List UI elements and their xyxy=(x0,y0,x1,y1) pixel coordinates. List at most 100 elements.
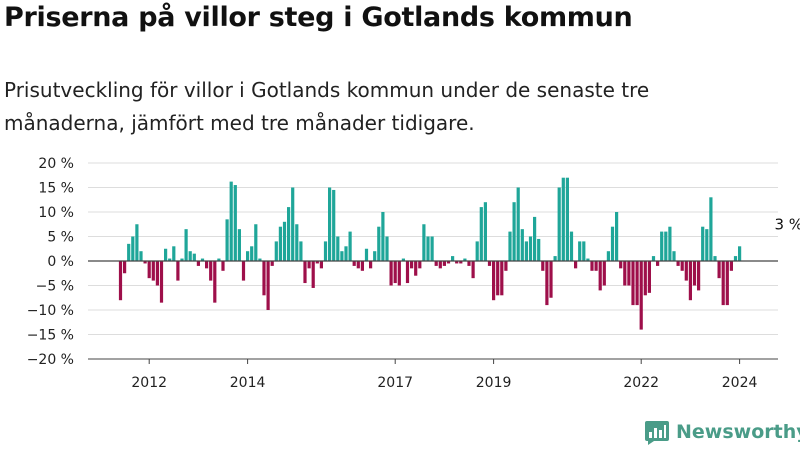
bar xyxy=(594,261,598,271)
bar xyxy=(405,261,410,284)
bar xyxy=(131,236,135,261)
bar xyxy=(438,261,442,269)
bar xyxy=(471,261,475,279)
bar xyxy=(205,261,209,269)
bar xyxy=(118,261,123,301)
bar xyxy=(348,231,352,261)
bar xyxy=(287,207,291,261)
bar xyxy=(705,229,709,261)
bar xyxy=(151,261,155,281)
bar xyxy=(586,258,590,261)
bar xyxy=(323,241,328,261)
bar xyxy=(582,241,586,261)
bar xyxy=(233,185,237,261)
bar xyxy=(676,261,680,266)
bar xyxy=(159,261,164,303)
bar xyxy=(639,261,643,330)
bar xyxy=(738,246,742,261)
y-axis-tick-labels: 20 % 15 % 10 % 5 % 0 % −5 % −10 % −15 % −20 % xyxy=(27,156,74,368)
bar xyxy=(397,261,401,286)
bar xyxy=(717,261,721,279)
bar xyxy=(684,261,688,281)
bar xyxy=(578,241,582,261)
bar xyxy=(254,224,258,261)
bar xyxy=(332,189,336,261)
bar xyxy=(176,261,180,281)
bar xyxy=(295,224,299,261)
bar xyxy=(410,261,414,269)
bar xyxy=(344,246,348,261)
bar xyxy=(615,212,619,261)
bar xyxy=(315,261,319,264)
bar xyxy=(451,256,455,261)
x-tick-label: 2017 xyxy=(377,375,413,391)
bar xyxy=(475,241,479,261)
bar xyxy=(528,236,533,261)
bar xyxy=(553,256,557,261)
bar xyxy=(537,238,541,261)
bar xyxy=(237,229,241,261)
bar xyxy=(545,261,549,306)
bar xyxy=(520,229,524,261)
bar xyxy=(360,261,364,271)
bar xyxy=(418,261,422,269)
bar xyxy=(459,261,463,264)
bar xyxy=(504,261,508,271)
bar xyxy=(590,261,594,271)
bar xyxy=(713,256,717,261)
bar xyxy=(680,261,684,271)
bar xyxy=(139,251,143,261)
chart-title: Priserna på villor steg i Gotlands kommu… xyxy=(4,2,633,33)
bar xyxy=(483,202,487,261)
y-tick-label: −20 % xyxy=(27,352,74,368)
y-tick-label: 5 % xyxy=(47,230,74,246)
brand-name: Newsworthy xyxy=(676,421,800,443)
bar xyxy=(668,226,672,261)
bar xyxy=(303,261,307,284)
bar xyxy=(180,258,184,261)
bar xyxy=(516,187,520,261)
bar xyxy=(455,261,459,264)
bar xyxy=(426,236,430,261)
bar xyxy=(229,181,233,261)
bar xyxy=(291,187,295,261)
y-tick-label: −15 % xyxy=(27,328,74,344)
bar xyxy=(307,261,311,269)
bar xyxy=(508,231,512,261)
bar xyxy=(692,261,697,286)
x-tick-label: 2024 xyxy=(722,375,758,391)
bar xyxy=(213,261,217,303)
bar xyxy=(172,246,176,261)
bar xyxy=(541,261,545,271)
bar xyxy=(143,261,147,264)
brand-logo: Newsworthy xyxy=(644,419,800,445)
bar xyxy=(299,241,303,261)
chart-subtitle: Prisutveckling för villor i Gotlands kom… xyxy=(4,78,650,135)
bar xyxy=(606,251,610,261)
bar xyxy=(258,258,262,261)
bar xyxy=(164,248,168,261)
bar xyxy=(434,261,438,266)
bar xyxy=(721,261,725,306)
bar xyxy=(352,261,356,266)
bar xyxy=(241,261,246,281)
bar xyxy=(561,177,565,261)
price-change-bar-chart: 20 % 15 % 10 % 5 % 0 % −5 % −10 % −15 % −20 % 20… xyxy=(27,156,800,391)
chart-annotations: 3 % xyxy=(775,216,800,234)
y-tick-label: 10 % xyxy=(38,205,74,221)
bar xyxy=(479,207,483,261)
x-axis xyxy=(88,260,778,360)
y-tick-label: 20 % xyxy=(38,156,74,172)
bar xyxy=(623,261,627,286)
bar xyxy=(709,197,713,261)
bar xyxy=(500,261,504,296)
x-tick-label: 2019 xyxy=(476,375,512,391)
bar xyxy=(651,256,656,261)
bar xyxy=(401,258,405,261)
bar xyxy=(598,261,602,291)
bar xyxy=(557,187,561,261)
bar xyxy=(369,261,373,269)
bar xyxy=(356,261,360,269)
bar xyxy=(492,261,496,301)
y-tick-label: 15 % xyxy=(38,181,74,197)
